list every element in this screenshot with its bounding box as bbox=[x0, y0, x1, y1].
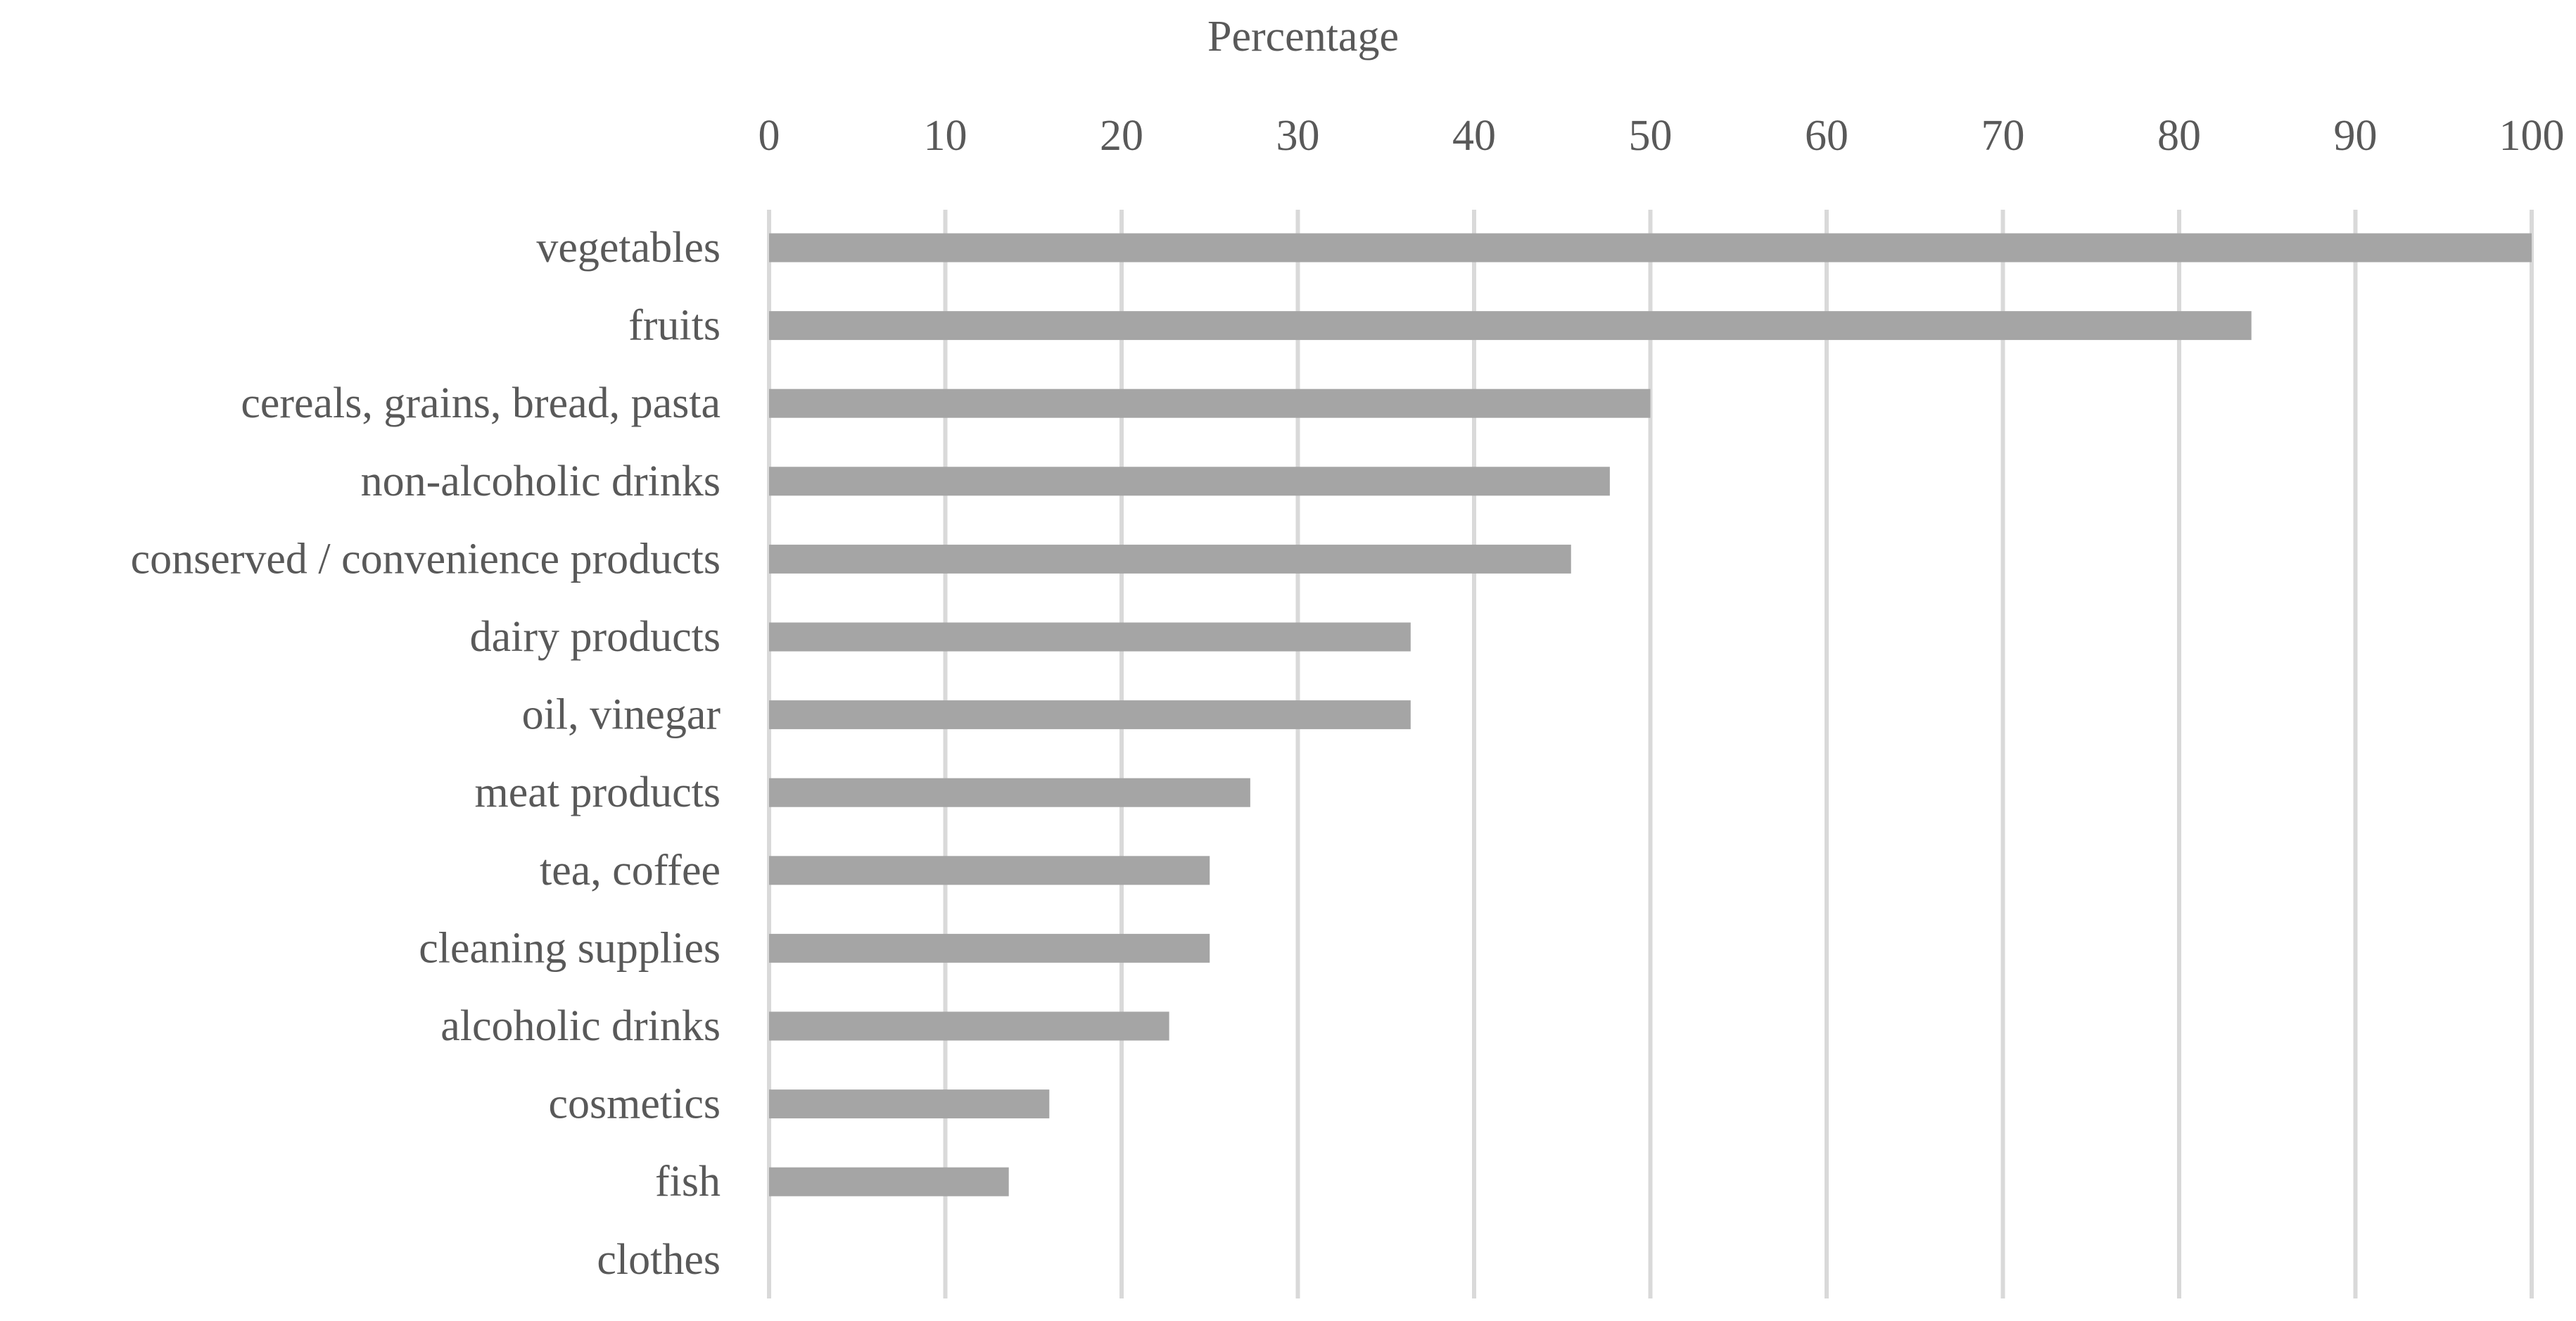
category-label: non-alcoholic drinks bbox=[361, 457, 721, 505]
category-label: cereals, grains, bread, pasta bbox=[241, 379, 721, 427]
category-label: dairy products bbox=[470, 613, 721, 661]
bar-conserved-convenience-products bbox=[769, 544, 1571, 574]
bar-vegetables bbox=[769, 233, 2532, 263]
x-tick-label: 30 bbox=[1276, 112, 1320, 160]
x-tick-labels: 0 10 20 30 40 50 60 70 80 90 100 bbox=[759, 112, 2565, 160]
x-tick-label: 0 bbox=[759, 112, 780, 160]
x-tick-label: 80 bbox=[2157, 112, 2201, 160]
category-label: vegetables bbox=[536, 224, 721, 272]
bar-fish bbox=[769, 1167, 1009, 1196]
x-tick-label: 50 bbox=[1629, 112, 1673, 160]
bar-meat-products bbox=[769, 778, 1250, 807]
category-label: cosmetics bbox=[549, 1080, 721, 1128]
bar-fruits bbox=[769, 311, 2252, 341]
x-tick-label: 90 bbox=[2334, 112, 2378, 160]
category-label: fruits bbox=[628, 302, 721, 350]
gridlines bbox=[767, 210, 2534, 1298]
x-tick-label: 100 bbox=[2499, 112, 2565, 160]
bars bbox=[769, 233, 2532, 1196]
category-label: conserved / convenience products bbox=[131, 535, 721, 583]
bar-tea-coffee bbox=[769, 856, 1210, 885]
x-axis-title: Percentage bbox=[1207, 13, 1399, 61]
bar-dairy-products bbox=[769, 622, 1411, 652]
category-label: cleaning supplies bbox=[419, 924, 721, 972]
category-labels: vegetables fruits cereals, grains, bread, … bbox=[131, 224, 721, 1284]
bar-cosmetics bbox=[769, 1089, 1050, 1119]
category-label: meat products bbox=[474, 769, 721, 816]
x-tick-label: 40 bbox=[1452, 112, 1496, 160]
bar-cleaning-supplies bbox=[769, 933, 1210, 963]
x-tick-label: 20 bbox=[1100, 112, 1143, 160]
category-label: tea, coffee bbox=[540, 847, 721, 895]
category-label: fish bbox=[655, 1158, 721, 1206]
bar-cereals-grains-bread-pasta bbox=[769, 388, 1651, 418]
bar-oil-vinegar bbox=[769, 700, 1411, 730]
category-label: oil, vinegar bbox=[522, 691, 721, 739]
x-tick-label: 60 bbox=[1805, 112, 1848, 160]
bar-alcoholic-drinks bbox=[769, 1011, 1169, 1041]
category-label: alcoholic drinks bbox=[440, 1002, 721, 1050]
x-tick-label: 70 bbox=[1981, 112, 2025, 160]
category-label: clothes bbox=[597, 1236, 721, 1284]
x-tick-label: 10 bbox=[924, 112, 967, 160]
bar-non-alcoholic-drinks bbox=[769, 467, 1610, 496]
